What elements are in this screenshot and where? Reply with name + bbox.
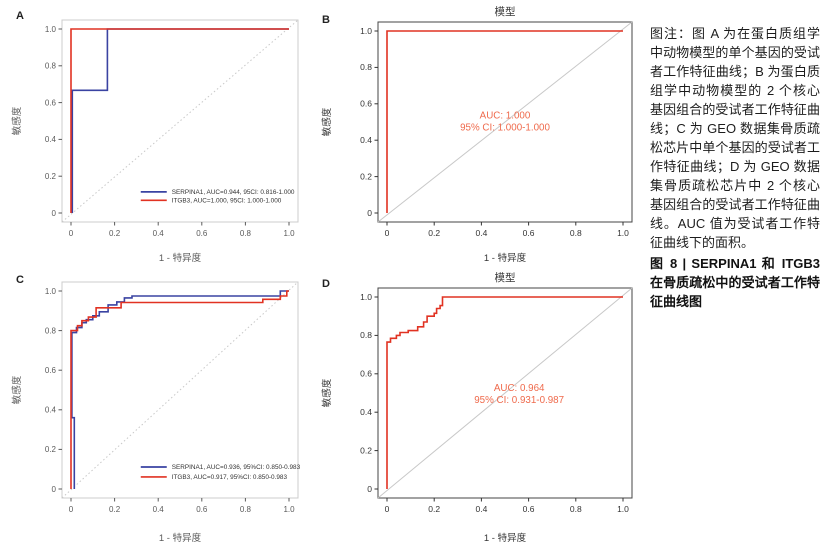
- svg-text:0: 0: [52, 209, 57, 218]
- svg-text:0.6: 0.6: [523, 228, 535, 238]
- panel-d-label: D: [322, 278, 330, 290]
- roc-chart-c: 0 0.2 0.4 0.6 0.8 1.0 0 0.2 0.4 0.6 0.8 1.0 1 - 特异度 敏…: [11, 281, 301, 544]
- svg-text:0.6: 0.6: [45, 366, 57, 375]
- panel-b-label: B: [322, 14, 330, 26]
- svg-text:0: 0: [69, 505, 74, 514]
- svg-text:0.4: 0.4: [45, 135, 57, 144]
- svg-text:1 - 特异度: 1 - 特异度: [484, 532, 527, 544]
- panel-c-label: C: [16, 274, 24, 286]
- svg-text:0.4: 0.4: [360, 407, 372, 417]
- svg-text:95% CI: 0.931-0.987: 95% CI: 0.931-0.987: [474, 395, 564, 406]
- svg-text:0.6: 0.6: [45, 98, 57, 107]
- svg-text:敏感度: 敏感度: [321, 378, 333, 407]
- svg-text:1.0: 1.0: [360, 292, 372, 302]
- svg-text:0: 0: [367, 484, 372, 494]
- svg-text:0.2: 0.2: [360, 445, 372, 455]
- panel-c: C 0 0.2 0.4 0.6 0.8 1.0 0 0.2 0.4 0.6 0.8 1.0 1 - 特异…: [6, 270, 310, 546]
- svg-text:0.6: 0.6: [196, 505, 208, 514]
- svg-text:0.2: 0.2: [109, 229, 121, 238]
- svg-text:0: 0: [385, 504, 390, 514]
- svg-text:0.4: 0.4: [153, 229, 165, 238]
- svg-text:0: 0: [385, 228, 390, 238]
- svg-text:0.8: 0.8: [570, 504, 582, 514]
- svg-text:0.8: 0.8: [45, 62, 57, 71]
- caption-title: 图 8 | SERPINA1 和 ITGB3 在骨质疏松中的受试者工作特征曲线图: [650, 256, 820, 309]
- svg-text:0.8: 0.8: [570, 228, 582, 238]
- svg-text:0.6: 0.6: [360, 369, 372, 379]
- svg-text:1 - 特异度: 1 - 特异度: [159, 532, 202, 544]
- roc-chart-d: 0 0.2 0.4 0.6 0.8 1.0 0 0.2 0.4 0.6 0.8 1.0 1 - 特异度 敏…: [321, 271, 633, 544]
- svg-text:0.6: 0.6: [523, 504, 535, 514]
- svg-text:0: 0: [52, 485, 57, 494]
- roc-chart-a: 0 0.2 0.4 0.6 0.8 1.0 0 0.2 0.4 0.6 0.8 1.0 1 - 特异度 敏…: [11, 19, 299, 264]
- svg-text:0.2: 0.2: [45, 172, 57, 181]
- svg-text:0: 0: [367, 208, 372, 218]
- svg-text:1.0: 1.0: [360, 26, 372, 36]
- svg-text:0.8: 0.8: [360, 62, 372, 72]
- svg-text:1.0: 1.0: [617, 228, 629, 238]
- svg-text:0.4: 0.4: [153, 505, 165, 514]
- svg-text:SERPINA1, AUC=0.944, 95CI: 0.8: SERPINA1, AUC=0.944, 95CI: 0.816-1.000: [172, 189, 295, 196]
- panel-a: A 0 0.2 0.4 0.6 0.8 1.0 0 0.2 0.4 0.6 0.8 1.0 1 - 特异…: [6, 4, 310, 266]
- svg-text:0.6: 0.6: [360, 99, 372, 109]
- svg-text:模型: 模型: [495, 5, 516, 18]
- svg-text:ITGB3, AUC=1.000, 95CI: 1.000-: ITGB3, AUC=1.000, 95CI: 1.000-1.000: [172, 198, 282, 205]
- svg-text:敏感度: 敏感度: [11, 375, 23, 404]
- svg-text:0.2: 0.2: [360, 171, 372, 181]
- svg-text:0.4: 0.4: [360, 135, 372, 145]
- panel-b: B 0 0.2 0.4 0.6 0.8 1.0 0 0.2 0.4 0.6 0.8 1.0 1 - 特异…: [316, 4, 648, 266]
- svg-text:ITGB3, AUC=0.917, 95%CI: 0.850: ITGB3, AUC=0.917, 95%CI: 0.850-0.983: [172, 474, 288, 481]
- svg-text:1.0: 1.0: [283, 229, 295, 238]
- svg-text:0.2: 0.2: [428, 504, 440, 514]
- svg-text:0: 0: [69, 229, 74, 238]
- svg-text:模型: 模型: [495, 271, 516, 284]
- svg-text:0.2: 0.2: [428, 228, 440, 238]
- svg-text:1.0: 1.0: [617, 504, 629, 514]
- svg-text:1 - 特异度: 1 - 特异度: [159, 252, 202, 264]
- svg-text:0.8: 0.8: [45, 326, 57, 335]
- svg-text:0.8: 0.8: [360, 330, 372, 340]
- svg-text:0.4: 0.4: [475, 228, 487, 238]
- svg-text:0.8: 0.8: [240, 229, 252, 238]
- svg-text:1.0: 1.0: [283, 505, 295, 514]
- svg-text:敏感度: 敏感度: [11, 106, 23, 135]
- svg-text:0.4: 0.4: [475, 504, 487, 514]
- roc-chart-b: 0 0.2 0.4 0.6 0.8 1.0 0 0.2 0.4 0.6 0.8 1.0 1 - 特异度 敏…: [321, 5, 633, 264]
- svg-text:0.6: 0.6: [196, 229, 208, 238]
- svg-text:AUC: 0.964: AUC: 0.964: [494, 383, 545, 394]
- svg-text:1 - 特异度: 1 - 特异度: [484, 252, 527, 264]
- caption-column: 图注：图 A 为在蛋白质组学中动物模型的单个基因的受试者工作特征曲线；B 为蛋白…: [650, 24, 820, 311]
- svg-text:0.8: 0.8: [240, 505, 252, 514]
- svg-text:0.2: 0.2: [45, 445, 57, 454]
- svg-text:1.0: 1.0: [45, 25, 57, 34]
- svg-text:AUC: 1.000: AUC: 1.000: [480, 110, 531, 121]
- svg-text:SERPINA1, AUC=0.936, 95%CI: 0.: SERPINA1, AUC=0.936, 95%CI: 0.850-0.983: [172, 464, 301, 471]
- svg-text:0.4: 0.4: [45, 406, 57, 415]
- panel-d: D 0 0.2 0.4 0.6 0.8 1.0 0 0.2 0.4 0.6 0.8 1.0 1 - 特异…: [316, 270, 648, 546]
- svg-text:敏感度: 敏感度: [321, 107, 333, 136]
- svg-text:95% CI: 1.000-1.000: 95% CI: 1.000-1.000: [460, 122, 550, 133]
- caption-body: 图注：图 A 为在蛋白质组学中动物模型的单个基因的受试者工作特征曲线；B 为蛋白…: [650, 26, 820, 250]
- svg-text:1.0: 1.0: [45, 287, 57, 296]
- svg-text:0.2: 0.2: [109, 505, 121, 514]
- panel-a-label: A: [16, 10, 24, 22]
